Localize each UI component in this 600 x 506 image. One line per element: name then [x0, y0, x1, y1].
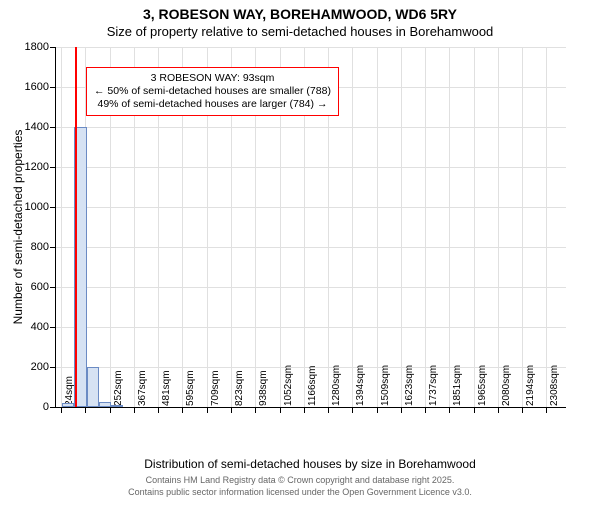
- gridline-v: [61, 47, 62, 407]
- chart-title-main: 3, ROBESON WAY, BOREHAMWOOD, WD6 5RY: [0, 6, 600, 22]
- y-tick: [50, 167, 56, 168]
- y-tick-label: 1200: [9, 161, 49, 173]
- chart-plot-area: 24sqm138sqm252sqm367sqm481sqm595sqm709sq…: [55, 47, 565, 407]
- x-tick: [474, 407, 475, 413]
- x-tick: [182, 407, 183, 413]
- y-tick: [50, 247, 56, 248]
- x-tick-label: 823sqm: [234, 370, 245, 406]
- x-tick-label: 481sqm: [161, 370, 172, 406]
- x-tick: [134, 407, 135, 413]
- x-tick: [85, 407, 86, 413]
- x-tick: [304, 407, 305, 413]
- callout-line: 3 ROBESON WAY: 93sqm: [94, 72, 331, 85]
- x-tick: [425, 407, 426, 413]
- x-tick: [498, 407, 499, 413]
- histogram-bar: [111, 405, 123, 407]
- plot-box: 24sqm138sqm252sqm367sqm481sqm595sqm709sq…: [55, 47, 566, 408]
- callout-line: 49% of semi-detached houses are larger (…: [94, 98, 331, 111]
- chart-footer: Contains HM Land Registry data © Crown c…: [0, 475, 600, 498]
- x-tick-label: 2194sqm: [525, 365, 536, 406]
- y-tick-label: 1600: [9, 81, 49, 93]
- x-tick: [522, 407, 523, 413]
- x-tick: [207, 407, 208, 413]
- gridline-v: [377, 47, 378, 407]
- y-tick-label: 600: [9, 281, 49, 293]
- gridline-v: [474, 47, 475, 407]
- x-tick: [61, 407, 62, 413]
- x-tick-label: 367sqm: [137, 370, 148, 406]
- x-tick-label: 1623sqm: [404, 365, 415, 406]
- callout-box: 3 ROBESON WAY: 93sqm← 50% of semi-detach…: [86, 67, 339, 116]
- y-tick-label: 200: [9, 361, 49, 373]
- gridline-h: [56, 47, 566, 48]
- gridline-h: [56, 247, 566, 248]
- y-tick: [50, 327, 56, 328]
- x-axis-label: Distribution of semi-detached houses by …: [55, 457, 565, 471]
- y-tick: [50, 87, 56, 88]
- x-tick-label: 595sqm: [185, 370, 196, 406]
- y-tick-label: 1400: [9, 121, 49, 133]
- x-tick-label: 1965sqm: [477, 365, 488, 406]
- x-tick: [110, 407, 111, 413]
- x-tick-label: 252sqm: [113, 370, 124, 406]
- x-tick: [377, 407, 378, 413]
- x-tick: [352, 407, 353, 413]
- gridline-v: [498, 47, 499, 407]
- y-tick: [50, 127, 56, 128]
- callout-line: ← 50% of semi-detached houses are smalle…: [94, 85, 331, 98]
- gridline-v: [425, 47, 426, 407]
- gridline-v: [546, 47, 547, 407]
- histogram-bar: [62, 403, 74, 407]
- histogram-bar: [87, 367, 99, 407]
- y-axis-label: Number of semi-detached properties: [11, 130, 25, 325]
- y-tick-label: 1800: [9, 41, 49, 53]
- x-tick-label: 1394sqm: [355, 365, 366, 406]
- x-tick: [449, 407, 450, 413]
- histogram-bar: [99, 402, 111, 407]
- y-tick-label: 0: [9, 401, 49, 413]
- gridline-v: [401, 47, 402, 407]
- gridline-h: [56, 127, 566, 128]
- gridline-h: [56, 287, 566, 288]
- highlight-marker-line: [75, 47, 77, 407]
- y-tick-label: 1000: [9, 201, 49, 213]
- gridline-v: [449, 47, 450, 407]
- x-tick-label: 2308sqm: [549, 365, 560, 406]
- x-tick-label: 2080sqm: [501, 365, 512, 406]
- chart-title-sub: Size of property relative to semi-detach…: [0, 24, 600, 39]
- x-tick-label: 1052sqm: [283, 365, 294, 406]
- x-tick-label: 938sqm: [258, 370, 269, 406]
- gridline-h: [56, 207, 566, 208]
- y-tick: [50, 407, 56, 408]
- x-tick-label: 1280sqm: [331, 365, 342, 406]
- y-tick-label: 400: [9, 321, 49, 333]
- gridline-h: [56, 167, 566, 168]
- x-tick: [231, 407, 232, 413]
- x-tick: [401, 407, 402, 413]
- y-tick: [50, 207, 56, 208]
- x-tick: [158, 407, 159, 413]
- x-tick: [328, 407, 329, 413]
- x-tick: [546, 407, 547, 413]
- y-tick: [50, 367, 56, 368]
- footer-line-1: Contains HM Land Registry data © Crown c…: [0, 475, 600, 487]
- y-tick: [50, 47, 56, 48]
- x-tick-label: 1166sqm: [307, 366, 318, 406]
- x-tick-label: 24sqm: [64, 376, 75, 406]
- footer-line-2: Contains public sector information licen…: [0, 487, 600, 499]
- x-tick-label: 709sqm: [210, 370, 221, 406]
- gridline-v: [522, 47, 523, 407]
- y-tick: [50, 287, 56, 288]
- gridline-h: [56, 327, 566, 328]
- gridline-v: [352, 47, 353, 407]
- x-tick-label: 1737sqm: [428, 365, 439, 406]
- x-tick: [280, 407, 281, 413]
- x-tick-label: 1851sqm: [452, 365, 463, 406]
- y-tick-label: 800: [9, 241, 49, 253]
- x-tick: [255, 407, 256, 413]
- x-tick-label: 1509sqm: [380, 365, 391, 406]
